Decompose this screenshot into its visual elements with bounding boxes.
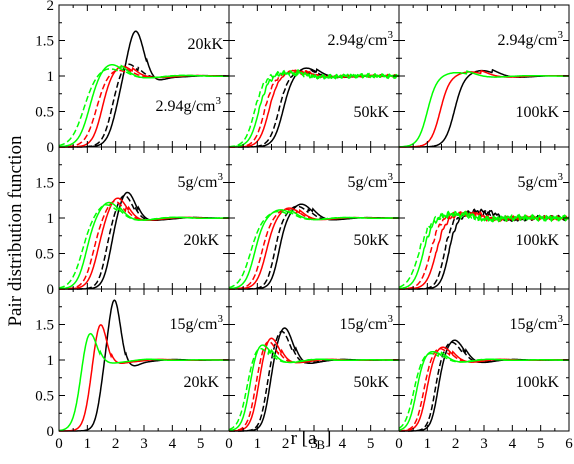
y-tick-label: 0 <box>47 282 55 298</box>
density-label: 5g/cm3 <box>518 171 564 191</box>
panel-1-1: 5g/cm3 50kK <box>228 146 400 290</box>
density-label-superscript: 3 <box>216 95 222 107</box>
density-label-superscript: 3 <box>388 29 394 41</box>
x-tick-label: 5 <box>537 436 545 452</box>
temperature-label: 100kK <box>515 374 559 391</box>
density-label: 15g/cm3 <box>170 313 224 333</box>
density-label: 2.94g/cm3 <box>498 29 564 49</box>
x-tick-label: 1 <box>84 436 92 452</box>
series-red-dashed-line <box>399 211 570 290</box>
temperature-label: 50kK <box>353 104 389 121</box>
panel-0-2: 2.94g/cm3 100kK <box>398 4 570 148</box>
density-label-superscript: 3 <box>558 313 564 325</box>
panel-0-1: 2.94g/cm3 50kK <box>228 4 400 148</box>
panel-0-0: 0 0.5 1 1.5 2 20kK 2.94g/cm3 <box>35 0 230 156</box>
density-label-main: 2.94g/cm <box>328 32 389 49</box>
y-tick-label: 0 <box>47 424 55 440</box>
panel-1-2: 5g/cm3 100kK <box>398 146 570 290</box>
x-tick-label: 2 <box>452 436 460 452</box>
x-tick-label: 1 <box>424 436 432 452</box>
series-green-solid-line <box>58 332 229 432</box>
temperature-label: 100kK <box>515 104 559 121</box>
density-label: 15g/cm3 <box>510 313 564 333</box>
x-tick-label: 0 <box>55 436 63 452</box>
series-red-solid-line <box>399 210 570 290</box>
x-tick-label: 0 <box>395 436 403 452</box>
y-tick-label: 0 <box>47 140 55 156</box>
series-green-dashed-line <box>58 204 229 289</box>
density-label-superscript: 3 <box>558 171 564 183</box>
temperature-label: 50kK <box>353 374 389 391</box>
series-green-dashed-line <box>228 347 399 431</box>
panel-grid: 00.511.5220kK2.94g/cm32.94g/cm350kK2.94g… <box>35 0 573 452</box>
density-label-superscript: 3 <box>218 171 224 183</box>
density-label: 2.94g/cm3 <box>328 29 394 49</box>
density-label-main: 2.94g/cm <box>498 32 559 49</box>
x-tick-label: 4 <box>509 436 517 452</box>
x-tick-label: 5 <box>367 436 375 452</box>
density-label-superscript: 3 <box>558 29 564 41</box>
x-tick-label: 3 <box>310 436 318 452</box>
x-tick-label: 4 <box>339 436 347 452</box>
y-tick-label: 2 <box>47 0 55 14</box>
x-tick-label: 0 <box>225 436 233 452</box>
x-axis-label: r [aB] <box>291 428 332 452</box>
series-green-dashed-line <box>58 66 229 147</box>
y-tick-label: 1 <box>47 353 55 369</box>
x-tick-label: 5 <box>197 436 205 452</box>
y-tick-label: 1.5 <box>35 318 54 334</box>
temperature-label: 50kK <box>353 232 389 249</box>
density-label: 15g/cm3 <box>340 313 394 333</box>
y-tick-label: 1.5 <box>35 176 54 192</box>
density-label-main: 5g/cm <box>178 174 219 191</box>
y-axis-label: Pair distribution function <box>5 135 26 327</box>
y-tick-label: 1 <box>47 211 55 227</box>
series-green-dashed-line <box>228 210 399 289</box>
density-label: 5g/cm3 <box>348 171 394 191</box>
y-tick-label: 1 <box>47 69 55 85</box>
series-black-dashed-line <box>399 209 570 290</box>
y-tick-label: 0.5 <box>35 247 54 263</box>
density-label-main: 5g/cm <box>518 174 559 191</box>
temperature-label: 20kK <box>183 374 219 391</box>
x-axis-label-close: ] <box>325 428 331 449</box>
density-label-main: 15g/cm <box>170 316 219 333</box>
density-label-superscript: 3 <box>388 171 394 183</box>
density-label-superscript: 3 <box>218 313 224 325</box>
series-red-dashed-line <box>229 208 399 290</box>
series-green-solid-line <box>398 210 570 290</box>
x-tick-label: 2 <box>282 436 290 452</box>
series-green-solid-line <box>399 70 569 148</box>
density-label-main: 15g/cm <box>340 316 389 333</box>
density-label: 2.94g/cm3 <box>156 95 222 115</box>
x-axis-label-subscript: B <box>316 437 325 452</box>
x-tick-label: 1 <box>254 436 262 452</box>
x-tick-label: 2 <box>112 436 120 452</box>
x-axis-label-main: r [a <box>291 428 317 449</box>
temperature-label: 20kK <box>183 232 219 249</box>
series-green-dashed-line <box>229 70 400 148</box>
density-label-main: 5g/cm <box>348 174 389 191</box>
density-label: 5g/cm3 <box>178 171 224 191</box>
temperature-label: 20kK <box>187 36 223 53</box>
temperature-label: 100kK <box>515 232 559 249</box>
density-label-superscript: 3 <box>388 313 394 325</box>
series-green-dashed-line <box>398 352 569 429</box>
panel-1-0: 0 0.5 1 1.5 5g/cm3 20kK <box>35 146 230 298</box>
x-tick-label: 3 <box>140 436 148 452</box>
x-tick-label: 4 <box>169 436 177 452</box>
density-label-main: 15g/cm <box>510 316 559 333</box>
y-tick-label: 0.5 <box>35 105 54 121</box>
y-tick-label: 0.5 <box>35 389 54 405</box>
series-green-dashed-line <box>398 211 570 288</box>
y-tick-label: 1.5 <box>35 34 54 50</box>
x-tick-label: 6 <box>565 436 573 452</box>
x-tick-label: 3 <box>480 436 488 452</box>
density-label-main: 2.94g/cm <box>156 98 217 115</box>
